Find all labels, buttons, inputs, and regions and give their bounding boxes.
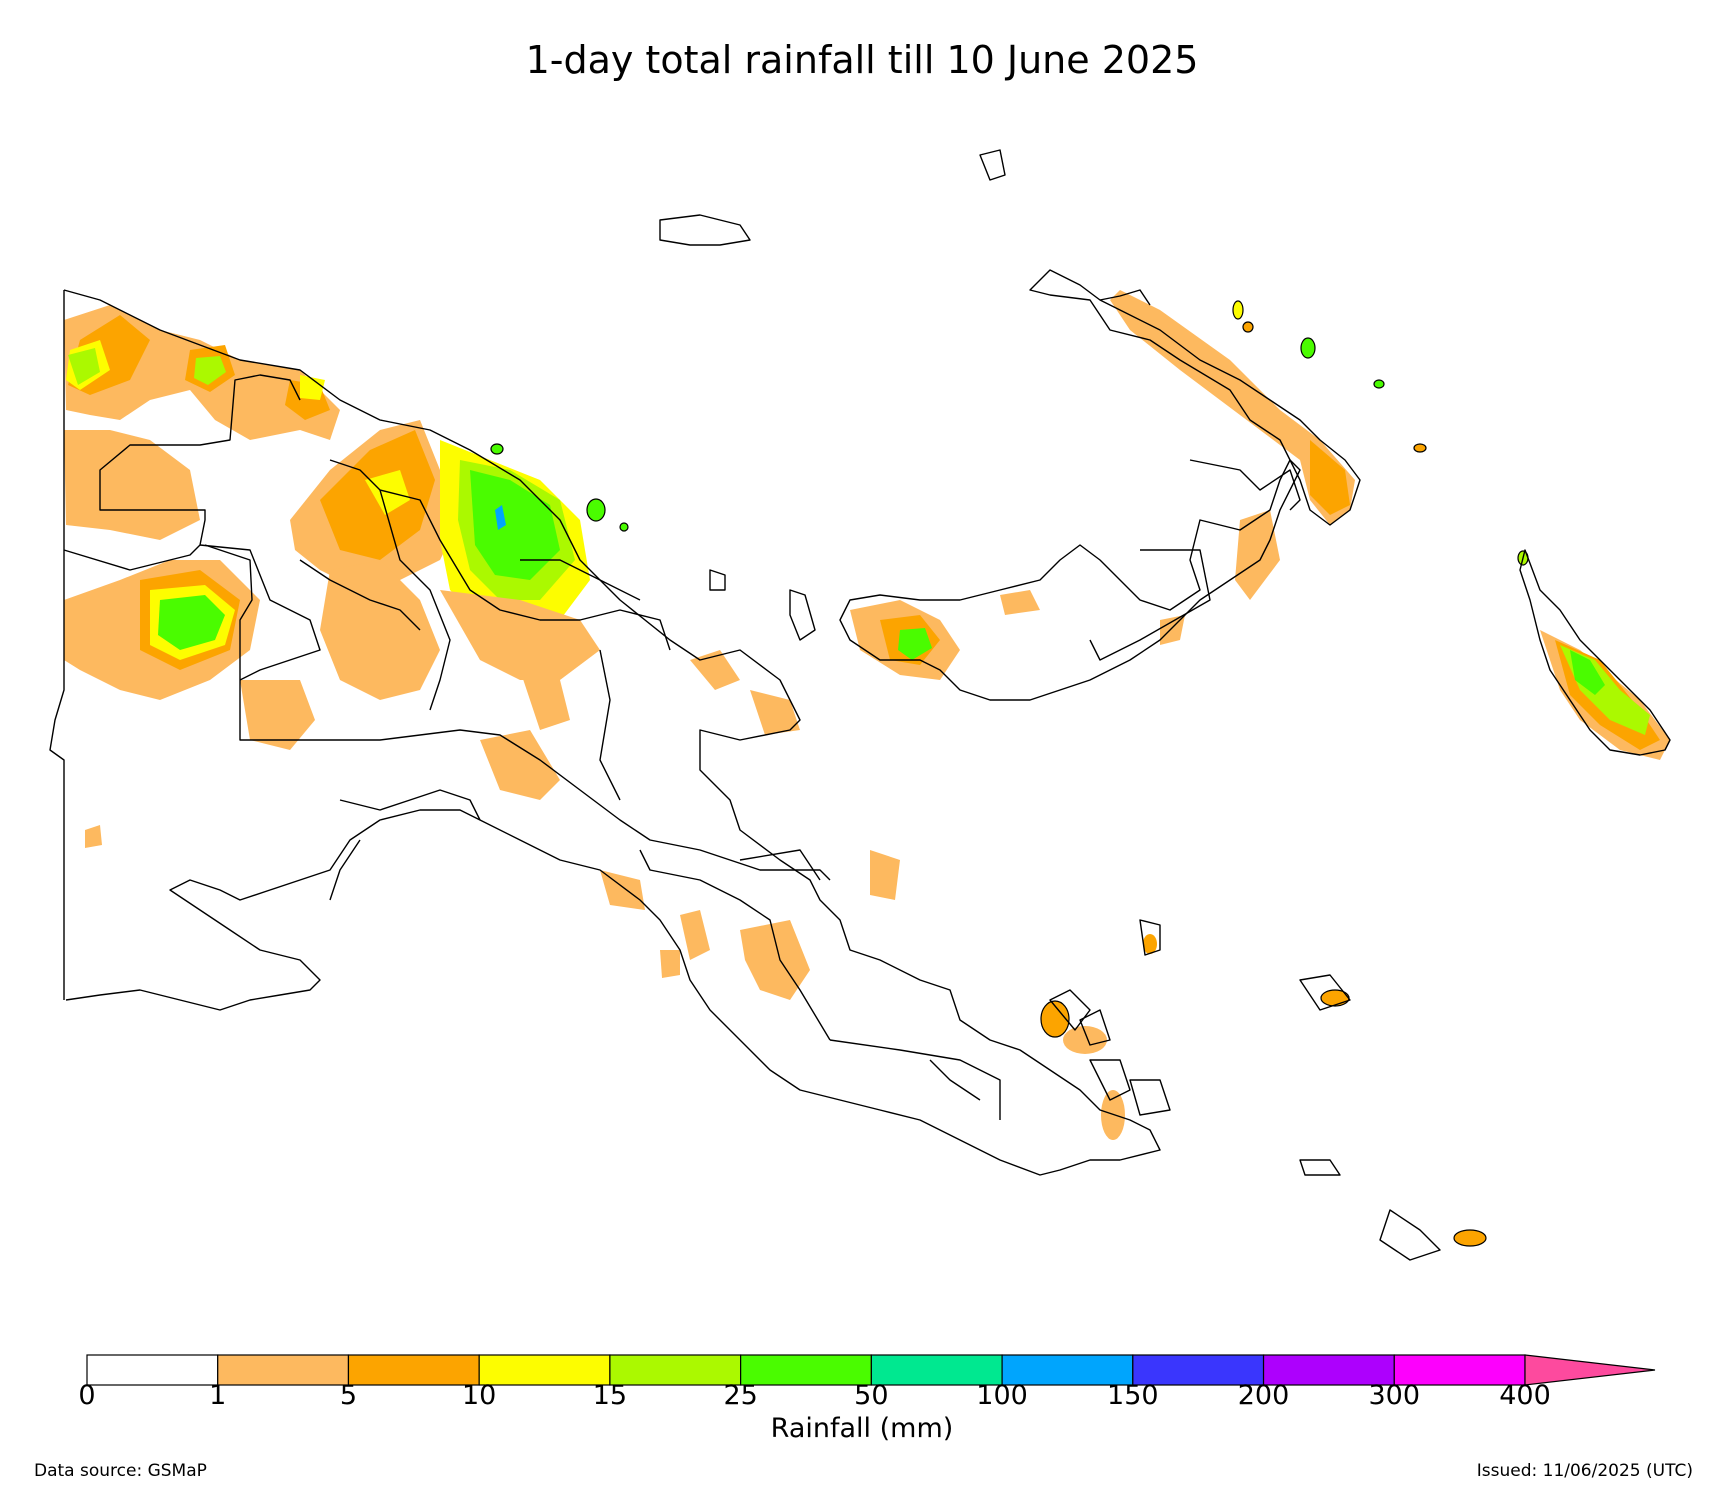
colorbar-tick-label: 300 — [1368, 1380, 1421, 1411]
colorbar-tick-label: 200 — [1237, 1380, 1290, 1411]
colorbar-tick-label: 10 — [461, 1380, 497, 1411]
colorbar-tick-label: 100 — [976, 1380, 1028, 1411]
colorbar-segment — [217, 1354, 350, 1386]
coastlines-and-borders — [49, 149, 1671, 1261]
colorbar-label: Rainfall (mm) — [770, 1413, 954, 1444]
colorbar-tick-label: 5 — [339, 1380, 358, 1411]
issued-date: Issued: 11/06/2025 (UTC) — [1476, 1461, 1693, 1481]
colorbar-segment — [870, 1354, 1003, 1386]
colorbar-segment — [86, 1354, 219, 1386]
colorbar-segment — [478, 1354, 611, 1386]
rainfall-shading — [64, 290, 1670, 1247]
colorbar-tick-label: 15 — [592, 1380, 628, 1411]
data-source: Data source: GSMaP — [34, 1461, 207, 1481]
colorbar-tick-label: 150 — [1107, 1380, 1159, 1411]
colorbar-tick-label: 400 — [1499, 1380, 1551, 1411]
colorbar — [86, 1354, 1656, 1386]
colorbar-segment — [347, 1354, 480, 1386]
colorbar-segment — [1001, 1354, 1134, 1386]
colorbar-tick-label: 50 — [854, 1380, 889, 1411]
colorbar-tick-label: 1 — [209, 1380, 227, 1411]
map-title: 1-day total rainfall till 10 June 2025 — [525, 38, 1199, 82]
colorbar-segment — [740, 1354, 872, 1386]
colorbar-tick-label: 0 — [78, 1380, 96, 1411]
colorbar-tick-label: 25 — [723, 1380, 758, 1411]
colorbar-segment — [609, 1354, 742, 1386]
colorbar-extend-arrow — [1524, 1354, 1656, 1386]
